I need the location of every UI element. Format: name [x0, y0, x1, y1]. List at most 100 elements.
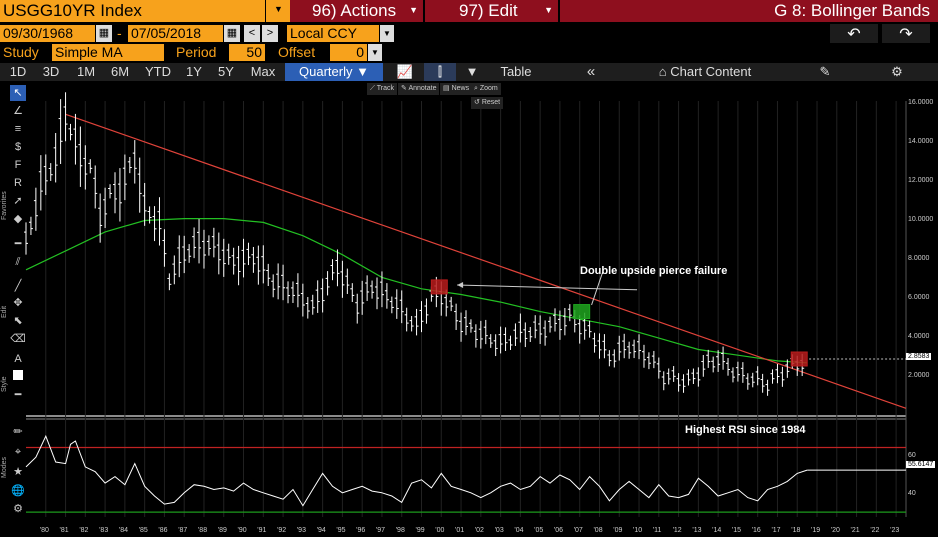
annotate-label: Annotate [408, 85, 437, 92]
edit-chart-button[interactable]: ✎ [812, 63, 838, 81]
globe-icon[interactable]: 🌐 [11, 485, 25, 497]
actions-menu[interactable]: 96) Actions ▼ [290, 0, 423, 22]
collapse-button[interactable]: « [586, 63, 596, 80]
arrow-tool-icon[interactable]: ➚ [13, 195, 23, 207]
end-calendar-button[interactable]: ▦ [224, 25, 240, 42]
chevron-down-icon: ▼ [409, 5, 418, 15]
range-1y[interactable]: 1Y [186, 64, 202, 79]
gear-icon: ⚙ [891, 64, 903, 79]
bar-chart-button[interactable]: ⫿ [424, 63, 456, 81]
line-chart-button[interactable]: 📈 [392, 63, 418, 81]
redo-button[interactable]: ↷ [882, 24, 930, 43]
range-ytd[interactable]: YTD [145, 64, 171, 79]
select-tool-icon[interactable]: ⬉ [13, 315, 23, 327]
reset-button[interactable]: ↺ Reset [471, 97, 504, 109]
range-1d[interactable]: 1D [9, 64, 27, 79]
calendar-icon: ▦ [98, 27, 110, 39]
line-style-icon[interactable]: ━ [14, 389, 22, 401]
zoom-label: Zoom [479, 85, 498, 92]
chevron-down-icon: ▼ [383, 29, 391, 38]
trend-line [65, 113, 907, 409]
x-tick: '20 [830, 527, 840, 534]
ticker-dropdown[interactable]: ▼ [265, 0, 290, 22]
currency-dropdown[interactable]: ▼ [380, 25, 394, 42]
start-date-input[interactable]: 09/30/1968 [0, 25, 95, 42]
y-tick: 6.0000 [908, 294, 930, 301]
range-3d[interactable]: 3D [42, 64, 60, 79]
last-rsi-label: 55.6147 [906, 461, 936, 468]
x-tick: '93 [296, 527, 306, 534]
edit-menu[interactable]: 97) Edit ▼ [425, 0, 558, 22]
undo-button[interactable]: ↶ [830, 24, 878, 43]
x-tick: '83 [99, 527, 109, 534]
prev-period-button[interactable]: < [244, 25, 260, 42]
pointer-tool-icon[interactable]: ↖ [10, 85, 26, 101]
last-price-label: 2.8583 [906, 353, 932, 360]
edit-label: 97) Edit [459, 1, 518, 20]
x-tick: '86 [158, 527, 168, 534]
x-tick: '07 [573, 527, 583, 534]
track-button[interactable]: ⟋ Track [367, 83, 397, 95]
chart-type-dropdown[interactable]: ▼ [462, 63, 482, 81]
range-1m[interactable]: 1M [76, 64, 96, 79]
end-date-input[interactable]: 07/05/2018 [128, 25, 223, 42]
zoom-button[interactable]: ⌕ Zoom [471, 83, 501, 95]
r-tool-icon[interactable]: R [14, 177, 22, 189]
line-chart-icon: 📈 [396, 64, 414, 79]
draw-tool-icon[interactable]: ╱ [14, 280, 22, 292]
next-period-button[interactable]: > [262, 25, 278, 42]
ticker-text: USGG10YR Index [3, 1, 142, 20]
table-button[interactable]: Table [500, 64, 532, 79]
chart-content-icon: ⌂ [658, 64, 667, 79]
hline-tool-icon[interactable]: ━ [14, 238, 22, 250]
x-tick: '12 [672, 527, 682, 534]
x-tick: '95 [336, 527, 346, 534]
redo-icon: ↷ [899, 26, 913, 43]
ticker-field[interactable]: USGG10YR Index [0, 0, 265, 22]
x-tick: '10 [633, 527, 643, 534]
start-calendar-button[interactable]: ▦ [96, 25, 112, 42]
period-input[interactable]: 50 [229, 44, 265, 61]
line-tool-icon[interactable]: ∠ [13, 105, 23, 117]
currency-select[interactable]: Local CCY [287, 25, 379, 42]
channel-tool-icon[interactable]: ⫽ [15, 256, 21, 268]
fib-tool-icon[interactable]: ≡ [14, 123, 22, 135]
range-max[interactable]: Max [250, 64, 276, 79]
chart-content-button[interactable]: ⌂ Chart Content [640, 63, 770, 81]
news-button[interactable]: ▤ News [440, 83, 473, 95]
pin-tool-icon[interactable]: ◆ [13, 213, 23, 225]
study-select[interactable]: Simple MA [52, 44, 164, 61]
settings-button[interactable]: ⚙ [884, 63, 910, 81]
y-tick: 8.0000 [908, 255, 930, 262]
offset-input[interactable]: 0 [330, 44, 367, 61]
color-box-icon[interactable] [10, 369, 26, 385]
frequency-select[interactable]: Quarterly ▼ [285, 63, 383, 81]
double-pierce-annotation: Double upside pierce failure [580, 265, 728, 277]
text-tool-icon[interactable]: A [14, 353, 22, 365]
x-tick: '21 [850, 527, 860, 534]
x-tick: '85 [138, 527, 148, 534]
x-tick: '19 [811, 527, 821, 534]
settings-small-icon[interactable]: ⚙ [13, 503, 23, 515]
x-tick: '06 [553, 527, 564, 534]
erase-tool-icon[interactable]: ⌫ [10, 333, 26, 345]
x-tick: '84 [118, 527, 128, 534]
x-tick: '03 [494, 527, 504, 534]
chart-content-label: Chart Content [670, 64, 752, 79]
brush-icon[interactable]: ✏ [13, 426, 23, 438]
chevron-down-icon: ▼ [371, 48, 379, 57]
move-tool-icon[interactable]: ✥ [13, 297, 23, 309]
range-6m[interactable]: 6M [110, 64, 130, 79]
x-tick: '04 [514, 527, 524, 534]
x-tick: '94 [316, 527, 326, 534]
star-icon[interactable]: ★ [13, 466, 23, 478]
f-tool-icon[interactable]: F [14, 159, 22, 171]
dollar-tool-icon[interactable]: $ [14, 141, 22, 153]
crosshair-icon[interactable]: ⌖ [14, 446, 22, 458]
rsi-line [25, 434, 808, 507]
ohlc-bars-icon: ⫿ [437, 64, 443, 79]
range-5y[interactable]: 5Y [218, 64, 234, 79]
study-dropdown[interactable]: ▼ [368, 44, 382, 61]
annotate-button[interactable]: ✎ Annotate [398, 83, 440, 95]
